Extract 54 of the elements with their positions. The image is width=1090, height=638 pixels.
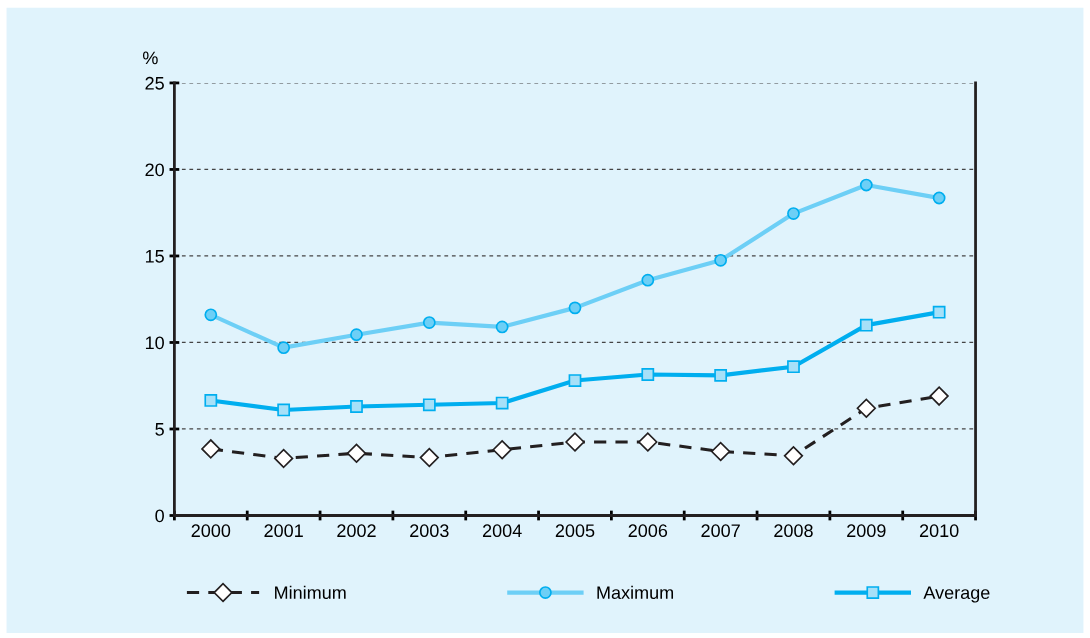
point — [783, 446, 804, 466]
point — [932, 305, 946, 319]
point — [929, 386, 949, 406]
legend-label: Maximum — [597, 585, 674, 600]
point — [565, 432, 585, 452]
point — [277, 341, 291, 355]
point — [350, 328, 363, 342]
x-tick-label: 2000 — [191, 524, 231, 538]
point — [710, 441, 731, 462]
point — [350, 400, 363, 413]
y-tick-label: 5 — [155, 423, 164, 436]
y-tick-label: 20 — [145, 163, 164, 177]
point — [568, 374, 582, 387]
point — [422, 398, 436, 412]
point — [859, 318, 873, 332]
x-tick-label: 2007 — [701, 524, 740, 538]
point — [641, 368, 655, 381]
x-tick-label: 2004 — [482, 524, 522, 538]
y-tick-label: 0 — [155, 509, 164, 523]
point — [641, 273, 655, 287]
point — [568, 301, 582, 315]
point — [273, 448, 294, 469]
point — [419, 447, 439, 468]
point — [495, 320, 509, 334]
point — [856, 398, 876, 418]
x-tick-label: 2006 — [628, 524, 668, 538]
point — [714, 368, 728, 382]
legend-label: Average — [923, 586, 990, 603]
point — [495, 396, 509, 410]
point — [492, 440, 512, 460]
point — [204, 308, 218, 322]
x-tick-label: 2010 — [919, 524, 959, 538]
y-axis-title: % — [142, 51, 158, 65]
point — [204, 394, 218, 407]
point — [787, 207, 800, 220]
x-tick-label: 2002 — [337, 524, 376, 538]
point — [277, 403, 291, 417]
legend-label: Minimum — [275, 585, 346, 600]
x-tick-label: 2005 — [555, 524, 595, 538]
y-tick-label: 15 — [145, 250, 164, 263]
point — [714, 253, 728, 267]
x-tick-label: 2001 — [264, 524, 303, 538]
y-tick-label: 25 — [145, 76, 164, 90]
point — [422, 316, 436, 329]
point — [932, 191, 946, 205]
x-tick-label: 2009 — [847, 524, 886, 538]
point — [638, 432, 658, 452]
point — [787, 360, 800, 374]
point — [859, 178, 873, 192]
y-tick-label: 10 — [145, 336, 164, 350]
point — [201, 439, 221, 459]
x-tick-label: 2008 — [774, 524, 813, 538]
point — [346, 443, 367, 463]
x-tick-label: 2003 — [410, 524, 449, 538]
